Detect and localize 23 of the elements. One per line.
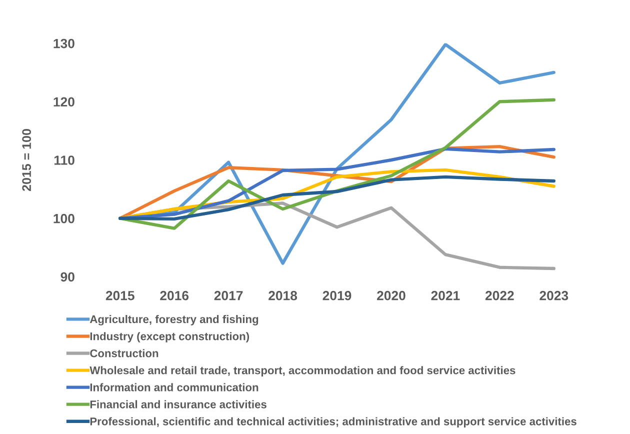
y-tick-label: 100	[54, 214, 74, 224]
legend-label: Agriculture, forestry and fishing	[90, 315, 258, 326]
x-tick-label: 2019	[322, 290, 352, 300]
x-tick-label: 2016	[160, 290, 189, 300]
legend-label: Financial and insurance activities	[90, 400, 266, 408]
y-axis-title: 2015 = 100	[22, 129, 32, 192]
legend-label: Professional, scientific and technical activities; administrative and support service activities	[90, 417, 576, 428]
legend-label: Industry (except construction)	[90, 332, 250, 342]
x-tick-label: 2015	[106, 290, 134, 300]
legend-label: Information and communication	[90, 383, 258, 392]
y-tick-label: 130	[54, 38, 74, 48]
legend-label: Construction	[90, 349, 158, 358]
y-tick-label: 120	[54, 97, 74, 107]
legend-label: Wholesale and retail trade, transport, accommodation and food service activities	[90, 366, 516, 376]
x-tick-label: 2023	[540, 290, 568, 300]
y-tick-label: 90	[60, 272, 74, 282]
x-tick-label: 2022	[485, 290, 514, 300]
line-series	[118, 175, 556, 221]
x-tick-label: 2020	[377, 290, 406, 300]
y-tick-label: 110	[54, 156, 74, 165]
x-tick-label: 2017	[214, 290, 243, 300]
x-tick-label: 2021	[431, 290, 460, 300]
x-tick-label: 2018	[268, 290, 298, 300]
